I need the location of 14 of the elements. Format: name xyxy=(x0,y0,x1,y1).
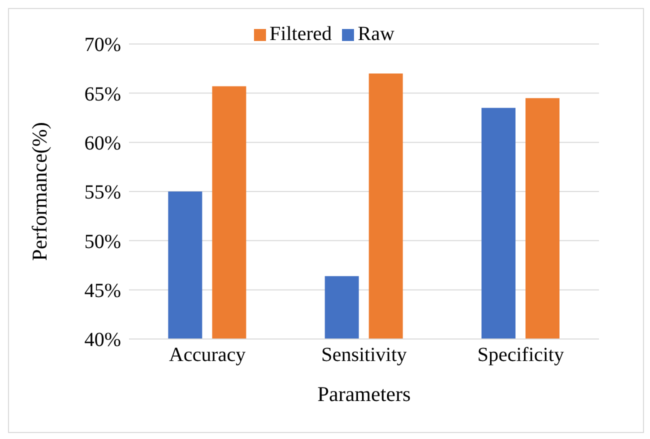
y-tick-label: 70% xyxy=(84,34,121,56)
y-tick-label: 45% xyxy=(84,280,121,302)
legend-label: Filtered xyxy=(270,23,332,45)
x-axis-title: Parameters xyxy=(317,382,411,406)
legend-label: Raw xyxy=(358,23,394,45)
x-tick-label: Accuracy xyxy=(169,344,246,366)
x-tick-label: Sensitivity xyxy=(321,344,407,366)
y-tick-label: 65% xyxy=(84,83,121,106)
y-axis-title: Performance(%) xyxy=(27,122,52,261)
y-tick-label: 40% xyxy=(84,329,121,352)
y-tick-label: 60% xyxy=(84,132,121,154)
x-tick-label: Specificity xyxy=(477,344,564,366)
y-tick-label: 50% xyxy=(84,230,121,253)
y-tick-label: 55% xyxy=(84,182,121,204)
